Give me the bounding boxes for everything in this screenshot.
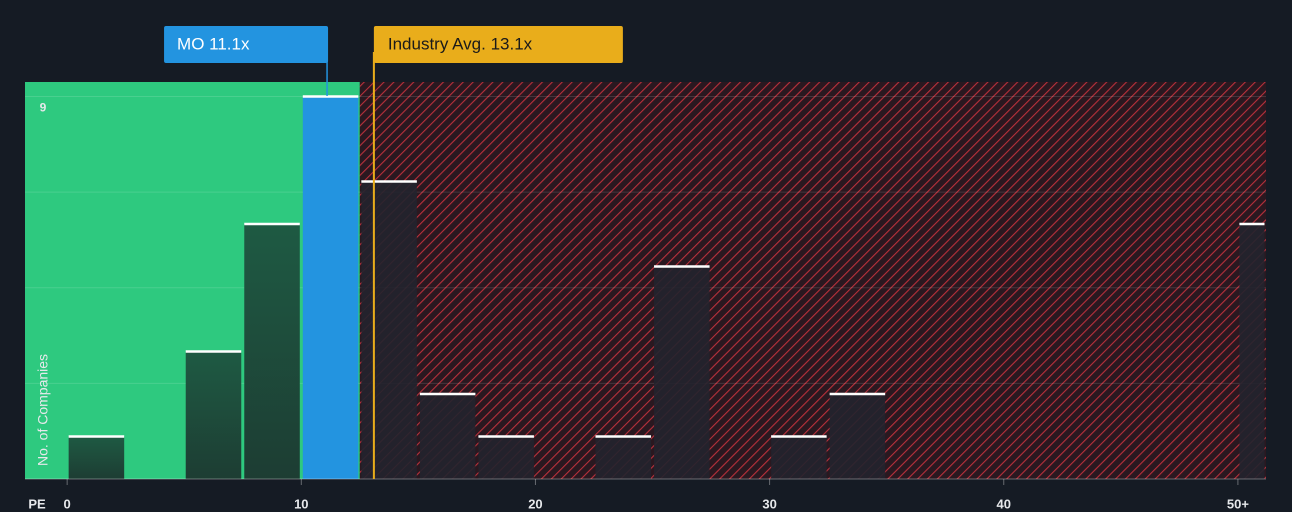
overvalued-region — [359, 82, 1267, 479]
marker-label: MO 11.1x — [177, 34, 250, 53]
bar — [478, 436, 534, 479]
y-axis-label: No. of Companies — [35, 354, 51, 466]
bar — [68, 436, 125, 479]
x-tick-label: 30 — [762, 496, 776, 511]
bar — [361, 181, 417, 479]
bar — [302, 96, 359, 480]
y-tick-label: 9 — [40, 101, 47, 115]
x-tick-label: 10 — [294, 496, 308, 511]
bar — [244, 223, 300, 479]
x-tick-label: 0 — [64, 496, 71, 511]
industry-label: Industry Avg. 13.1x — [388, 34, 533, 53]
x-tick-label: 40 — [997, 496, 1011, 511]
bar — [185, 351, 242, 479]
bar — [771, 436, 827, 479]
x-tick-label: 50+ — [1227, 496, 1249, 511]
bar — [419, 393, 476, 479]
x-tick-label: 20 — [528, 496, 542, 511]
bar — [829, 393, 886, 479]
x-axis-label: PE — [28, 496, 46, 511]
bar — [654, 266, 710, 479]
bar — [595, 436, 652, 479]
bar — [1239, 223, 1265, 479]
industry-callout — [373, 26, 623, 63]
marker-callout — [164, 26, 329, 63]
